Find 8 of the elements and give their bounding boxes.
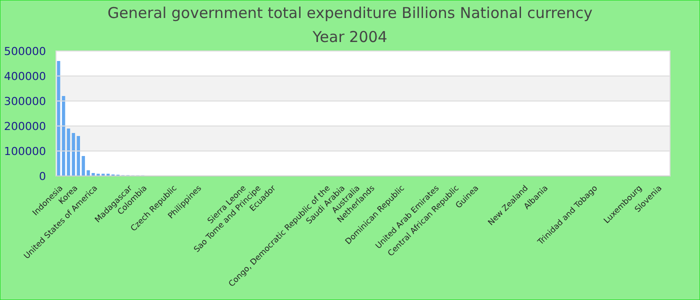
y-tick-label: 500000 [4,44,46,58]
y-tick-label: 400000 [4,70,46,83]
y-tick-label: 200000 [4,120,46,133]
y-tick-label: 300000 [4,94,46,108]
y-tick-label: 0 [39,170,46,183]
chart-title: General government total expenditure Billions National currency [107,4,593,22]
chart-subtitle: Year 2004 [312,28,388,46]
y-tick-label: 100000 [4,144,46,158]
